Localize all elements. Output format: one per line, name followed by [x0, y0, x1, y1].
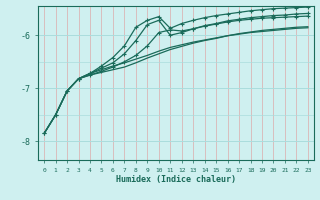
X-axis label: Humidex (Indice chaleur): Humidex (Indice chaleur)	[116, 175, 236, 184]
